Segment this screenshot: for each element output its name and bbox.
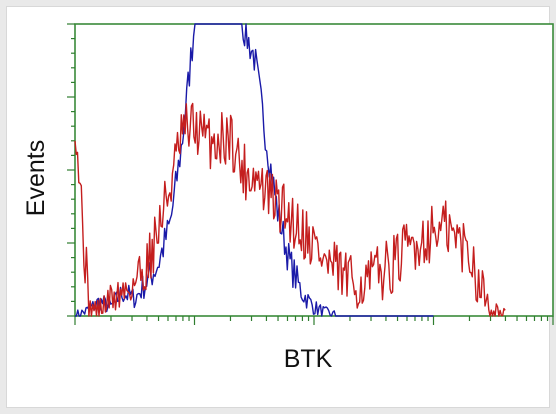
- y-axis-label: Events: [22, 140, 50, 216]
- axis-ticks: [67, 23, 554, 325]
- series-red-line: [74, 102, 506, 317]
- series-blue-line: [75, 23, 434, 317]
- series-layer: [74, 23, 506, 317]
- x-axis-label: BTK: [284, 345, 333, 373]
